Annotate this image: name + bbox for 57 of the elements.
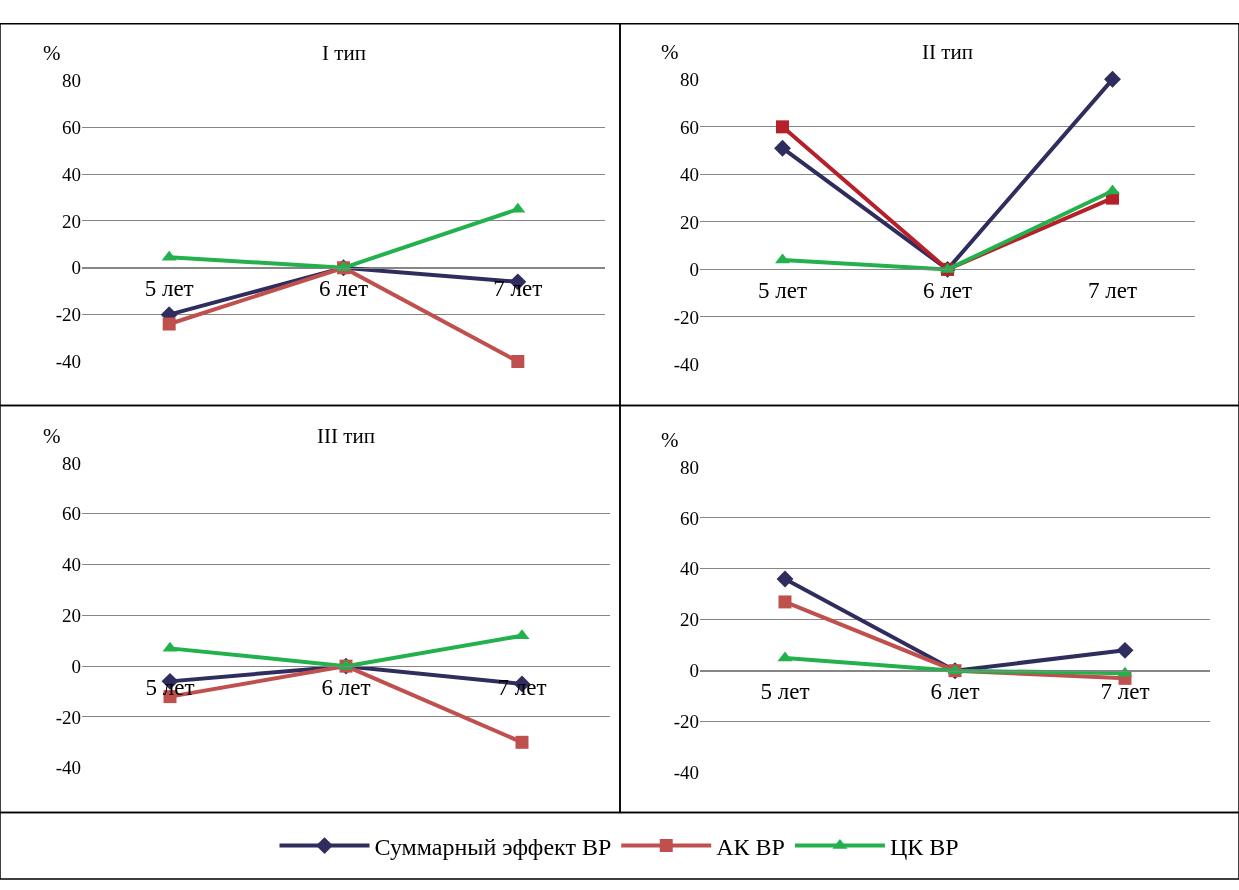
y-tick-label: 0 bbox=[689, 259, 699, 281]
legend-label: Суммарный эффект ВР bbox=[374, 833, 612, 860]
point bbox=[511, 355, 525, 368]
y-tick-label: 60 bbox=[62, 116, 81, 138]
point bbox=[515, 735, 529, 749]
y-tick-label: 40 bbox=[680, 164, 699, 186]
y-tick-label: 40 bbox=[62, 554, 81, 576]
y-tick-label: 0 bbox=[71, 655, 81, 677]
point bbox=[774, 139, 791, 157]
y-tick-label: 0 bbox=[71, 257, 81, 279]
x-tick-label: 6 лет bbox=[923, 278, 972, 303]
x-tick-label: 7 лет bbox=[1100, 679, 1150, 705]
y-tick-label: -20 bbox=[55, 706, 81, 728]
y-tick-label: -20 bbox=[673, 306, 699, 328]
legend-label: АК ВР bbox=[716, 833, 785, 860]
y-tick-label: 20 bbox=[62, 605, 81, 627]
x-tick-label: 6 лет bbox=[321, 674, 371, 700]
y-axis-title: % bbox=[43, 41, 61, 65]
x-tick-label: 6 лет bbox=[319, 276, 368, 302]
y-tick-label: 20 bbox=[680, 609, 699, 631]
y-tick-label: 40 bbox=[62, 163, 81, 185]
point bbox=[1104, 70, 1121, 88]
chart-title: III тип bbox=[317, 424, 375, 448]
y-tick-label: -40 bbox=[673, 762, 699, 784]
y-axis-title: % bbox=[661, 40, 679, 64]
y-axis-title: % bbox=[661, 428, 679, 452]
y-tick-label: 60 bbox=[62, 503, 81, 525]
point bbox=[776, 570, 794, 588]
chart-title: II тип bbox=[922, 40, 973, 64]
y-tick-label: -40 bbox=[55, 351, 81, 373]
x-tick-label: 6 лет bbox=[930, 679, 980, 705]
y-tick-label: 80 bbox=[62, 452, 81, 474]
y-tick-label: 40 bbox=[680, 558, 699, 580]
y-tick-label: 0 bbox=[689, 660, 699, 682]
y-tick-label: 60 bbox=[680, 507, 699, 529]
x-tick-label: 5 лет bbox=[144, 276, 194, 302]
y-tick-label: 80 bbox=[680, 68, 699, 90]
point bbox=[778, 595, 792, 609]
chart-title: I тип bbox=[322, 41, 366, 65]
y-tick-label: 20 bbox=[62, 210, 81, 232]
y-tick-label: -20 bbox=[673, 711, 699, 733]
y-tick-label: 20 bbox=[680, 211, 699, 233]
y-axis-title: % bbox=[43, 424, 61, 448]
y-tick-label: -40 bbox=[673, 354, 699, 376]
x-tick-label: 7 лет bbox=[1088, 278, 1137, 303]
y-tick-label: -20 bbox=[55, 304, 81, 326]
x-tick-label: 5 лет bbox=[760, 679, 810, 705]
y-tick-label: 80 bbox=[62, 69, 81, 91]
x-tick-label: 7 лет bbox=[493, 276, 543, 302]
y-tick-label: -40 bbox=[55, 757, 81, 779]
y-tick-label: 80 bbox=[680, 456, 699, 478]
point bbox=[1116, 641, 1134, 659]
point bbox=[776, 120, 789, 134]
y-tick-label: 60 bbox=[680, 116, 699, 138]
legend-label: ЦК ВР bbox=[889, 833, 959, 860]
point bbox=[162, 317, 176, 331]
x-tick-label: 5 лет bbox=[758, 278, 807, 303]
